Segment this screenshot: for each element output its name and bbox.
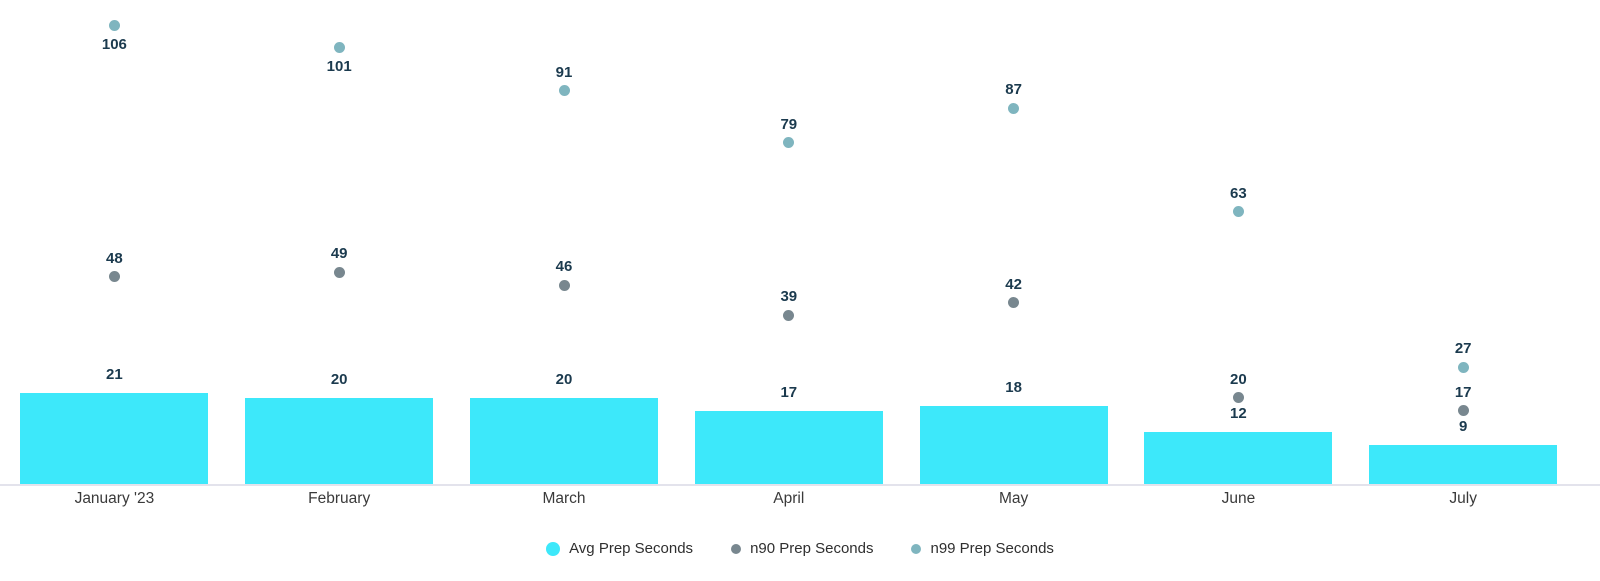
value-label: 48 <box>106 249 123 267</box>
value-label: 21 <box>106 366 123 384</box>
value-label: 49 <box>330 245 348 263</box>
avg-bar[interactable] <box>919 406 1108 484</box>
value-label: 101 <box>326 57 352 75</box>
legend-item-n90-prep-seconds[interactable]: n90 Prep Seconds <box>731 540 873 557</box>
n99-point[interactable] <box>1008 102 1020 114</box>
value-label: 12 <box>1230 405 1247 423</box>
value-label: 27 <box>1454 340 1472 358</box>
x-axis-label: February <box>308 490 371 507</box>
legend-label: Avg Prep Seconds <box>569 540 694 557</box>
value-label: 20 <box>555 370 573 388</box>
n99-point[interactable] <box>1232 206 1244 218</box>
n99-point[interactable] <box>558 85 570 97</box>
avg-bar[interactable] <box>1369 445 1558 484</box>
n99-point[interactable] <box>783 137 795 149</box>
avg-bar[interactable] <box>1144 432 1333 484</box>
x-axis-label: January '23 <box>74 490 155 507</box>
n99-point[interactable] <box>1457 361 1469 373</box>
x-axis-labels: January '23 February March April May June July <box>0 490 1600 518</box>
value-label: 17 <box>780 383 798 401</box>
legend-item-avg-prep-seconds[interactable]: Avg Prep Seconds <box>546 540 693 557</box>
value-label: 91 <box>555 63 573 81</box>
value-label: 87 <box>1005 81 1022 99</box>
avg-bar[interactable] <box>20 393 209 484</box>
n90-point[interactable] <box>1232 392 1244 404</box>
x-axis-label: July <box>1449 490 1477 507</box>
value-label: 39 <box>780 288 798 306</box>
n90-point[interactable] <box>1457 405 1469 417</box>
avg-bar[interactable] <box>694 410 883 484</box>
n90-point[interactable] <box>108 271 120 283</box>
avg-bar[interactable] <box>470 397 658 484</box>
legend-label: n90 Prep Seconds <box>750 540 874 557</box>
value-label: 20 <box>330 370 348 388</box>
value-label: 79 <box>780 115 798 133</box>
legend-item-n99-prep-seconds[interactable]: n99 Prep Seconds <box>911 540 1054 557</box>
x-axis-label: March <box>542 490 586 507</box>
avg-bar[interactable] <box>245 397 434 484</box>
n90-point[interactable] <box>783 309 795 321</box>
n99-point[interactable] <box>108 20 120 32</box>
plot-area: 21 48 106 20 49 101 20 46 91 17 39 79 18 42 87 12 20 63 9 1… <box>0 20 1600 486</box>
x-axis-label: April <box>773 490 805 507</box>
n90-point[interactable] <box>1008 297 1020 308</box>
axis-line <box>0 484 1600 486</box>
legend-label: n99 Prep Seconds <box>930 540 1054 557</box>
value-label: 20 <box>1230 370 1247 388</box>
n90-point[interactable] <box>333 266 345 278</box>
n99-point[interactable] <box>333 42 345 54</box>
n99-series-marker-icon <box>911 543 922 554</box>
value-label: 63 <box>1230 184 1247 202</box>
n90-point[interactable] <box>558 279 570 291</box>
value-label: 18 <box>1005 379 1022 397</box>
value-label: 42 <box>1005 275 1022 293</box>
value-label: 17 <box>1454 383 1472 401</box>
x-axis-label: June <box>1221 490 1256 507</box>
legend: Avg Prep Seconds n90 Prep Seconds n99 Pr… <box>0 540 1600 557</box>
n90-series-marker-icon <box>731 543 742 554</box>
value-label: 46 <box>555 258 573 276</box>
value-label: 9 <box>1459 418 1468 436</box>
avg-series-marker-icon <box>546 541 561 556</box>
x-axis-label: May <box>998 490 1029 507</box>
value-label: 106 <box>101 35 127 53</box>
